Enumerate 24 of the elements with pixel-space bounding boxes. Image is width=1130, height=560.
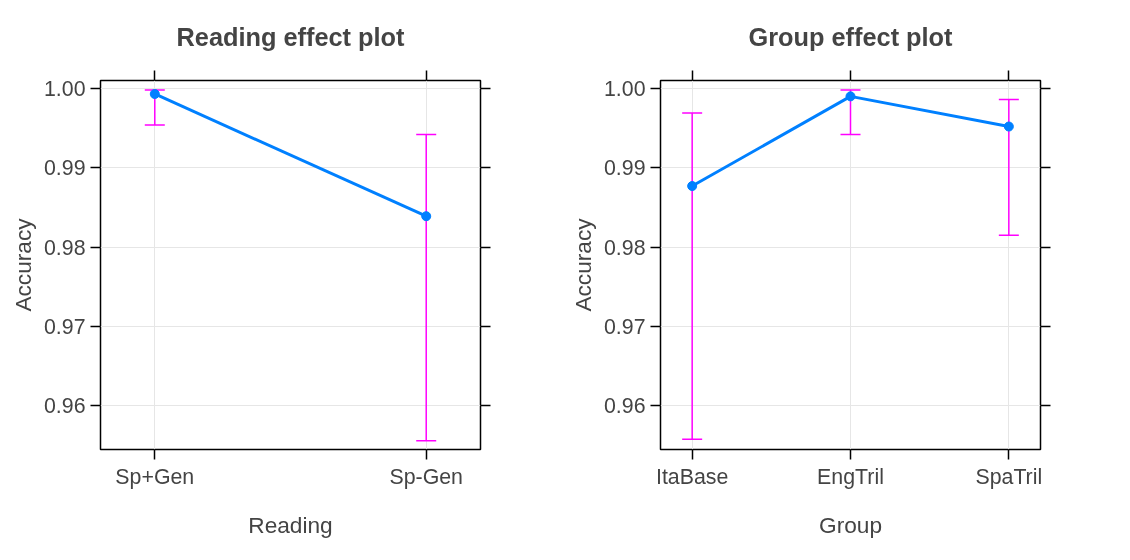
point: [1003, 121, 1014, 132]
y-tick-label: 0.98: [43, 235, 86, 260]
y-tick-label: 0.99: [43, 156, 86, 181]
y-axis-title: Accuracy: [569, 217, 596, 312]
x-tick-label: Sp+Gen: [115, 464, 195, 489]
chart-title: Reading effect plot: [176, 22, 406, 51]
x-tick-label: Sp-Gen: [389, 464, 463, 489]
x-tick-label: EngTril: [817, 464, 884, 489]
x-tick-label: ItaBase: [656, 464, 729, 489]
y-tick-label: 0.97: [43, 315, 86, 339]
point: [687, 181, 698, 192]
y-tick-label: 0.99: [603, 156, 646, 181]
y-tick-label: 1.00: [43, 76, 86, 101]
point: [845, 91, 856, 102]
x-axis-title: Group: [819, 511, 882, 538]
y-axis-title: Accuracy: [9, 217, 36, 312]
y-tick-label: 0.97: [603, 315, 646, 339]
x-axis-title: Reading: [248, 511, 333, 538]
y-tick-label: 0.98: [603, 235, 646, 260]
x-tick-label: SpaTril: [975, 464, 1043, 489]
y-tick-label: 0.96: [43, 394, 86, 419]
chart-title: Group effect plot: [748, 22, 954, 51]
y-tick-label: 1.00: [603, 76, 646, 101]
y-tick-label: 0.96: [603, 394, 646, 419]
